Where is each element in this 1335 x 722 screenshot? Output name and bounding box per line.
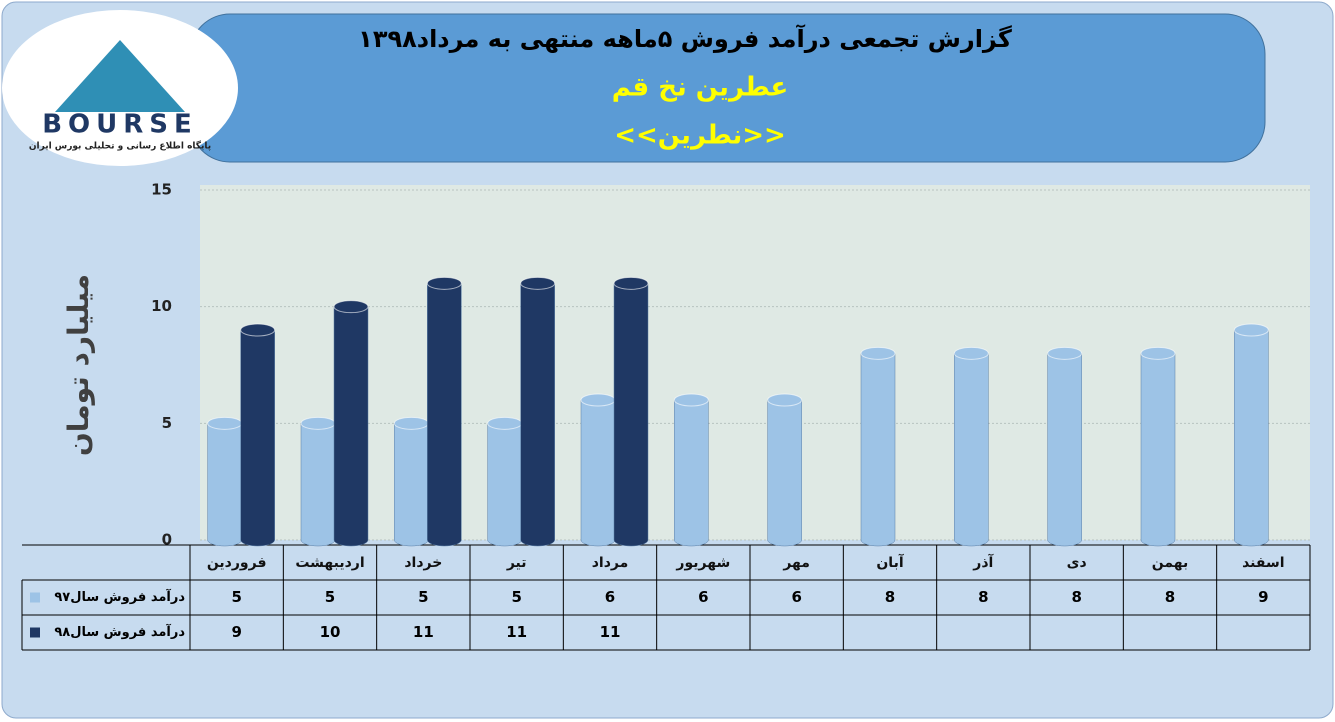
bar-cap [207, 416, 243, 430]
x-tick-label: اسفند [1242, 555, 1284, 571]
y-tick-label: 15 [151, 181, 172, 199]
x-tick-label: خرداد [404, 555, 442, 571]
bar [1047, 353, 1082, 547]
table-value: 6 [698, 588, 708, 606]
x-tick-label: فروردین [207, 555, 267, 571]
bar-cap [1140, 346, 1176, 360]
bar [520, 283, 555, 547]
legend-swatch [30, 627, 40, 638]
bar-cap [426, 276, 462, 290]
table-value: 11 [600, 623, 621, 641]
table-value: 8 [1165, 588, 1175, 606]
table-value: 5 [325, 588, 335, 606]
y-tick-label: 10 [151, 297, 172, 315]
bar [1234, 329, 1269, 547]
legend-label: درآمد فروش سال۹۷ [54, 588, 185, 605]
table-value: 5 [231, 588, 241, 606]
bar [860, 353, 896, 547]
bar-cap [860, 346, 896, 360]
logo-name: BOURSE [42, 110, 198, 140]
legend-label: درآمد فروش سال۹۸ [54, 623, 185, 640]
chart-subtitle: عطرین نخ قم [612, 73, 788, 103]
y-tick-label: 5 [162, 414, 172, 432]
bar [427, 283, 462, 547]
bar [1140, 353, 1176, 547]
bar-cap [767, 393, 803, 407]
bar [394, 423, 429, 547]
bar-cap [520, 276, 556, 290]
bar [954, 353, 989, 547]
table-value: 11 [413, 623, 434, 641]
bar [613, 283, 649, 547]
bar-cap [487, 416, 523, 430]
x-tick-label: مرداد [592, 555, 629, 571]
x-tick-label: دی [1067, 555, 1087, 571]
table-value: 10 [320, 623, 341, 641]
x-tick-label: مهر [782, 555, 810, 571]
x-tick-label: شهریور [675, 555, 730, 571]
bar-cap [300, 416, 336, 430]
x-tick-label: تیر [506, 555, 527, 571]
table-value: 6 [791, 588, 801, 606]
y-axis-label: میلیارد تومان [62, 274, 95, 456]
bar-cap [1233, 323, 1269, 337]
bar [333, 306, 369, 547]
table-value: 8 [885, 588, 895, 606]
bar-cap [673, 393, 709, 407]
logo-tagline: پایگاه اطلاع رسانی و تحلیلی بورس ایران [29, 140, 211, 152]
logo-shape [55, 40, 185, 112]
legend-swatch [30, 592, 40, 603]
bar [240, 329, 275, 547]
table-value: 6 [605, 588, 615, 606]
bar [487, 423, 522, 547]
table-value: 5 [418, 588, 428, 606]
table-value: 8 [1071, 588, 1081, 606]
plot-area [200, 185, 1310, 540]
x-tick-label: بهمن [1152, 555, 1188, 571]
bar [580, 399, 616, 547]
bar-cap [333, 300, 369, 314]
bar [674, 399, 709, 547]
table-value: 5 [511, 588, 521, 606]
x-tick-label: اردیبهشت [295, 555, 364, 571]
table-value: 8 [978, 588, 988, 606]
bar [300, 423, 336, 547]
table-value: 9 [231, 623, 241, 641]
x-tick-label: آذر [972, 553, 994, 571]
bar [207, 423, 242, 547]
bar-cap [580, 393, 616, 407]
bar-cap [613, 276, 649, 290]
bar-cap [393, 416, 429, 430]
table-value: 9 [1258, 588, 1268, 606]
chart-title: گزارش تجمعی درآمد فروش ۵ماهه منتهی به مر… [358, 24, 1012, 53]
bar-cap [953, 346, 989, 360]
chart-symbol: <<نطرین>> [614, 121, 786, 151]
y-tick-label: 0 [162, 531, 172, 549]
x-tick-label: آبان [876, 553, 904, 571]
table-value: 11 [506, 623, 527, 641]
bar-cap [240, 323, 276, 337]
bar-cap [1047, 346, 1083, 360]
bar [767, 399, 802, 547]
